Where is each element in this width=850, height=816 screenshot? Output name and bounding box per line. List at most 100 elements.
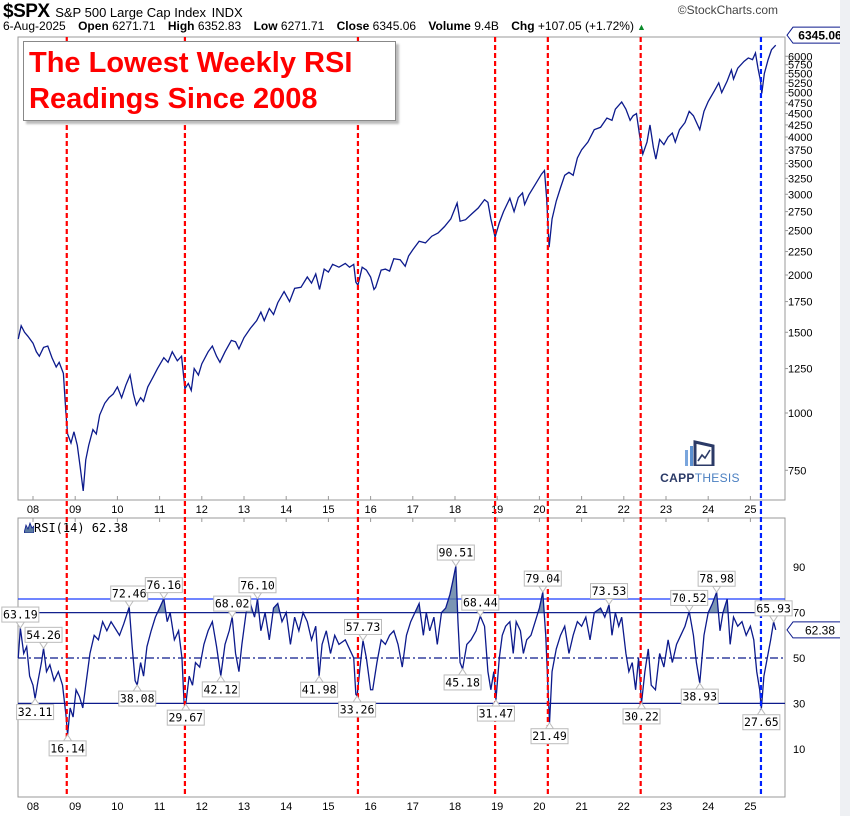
rsi-value-label: 33.26 <box>338 695 377 718</box>
rsi-tick-label: 70 <box>793 608 805 620</box>
label-text: 30.22 <box>624 709 659 723</box>
label-box <box>300 681 339 698</box>
label-box <box>443 674 482 691</box>
capp-thesis-logo: CAPPTHESIS <box>655 440 745 485</box>
year-label: 11 <box>154 504 165 516</box>
rsi-value-label: 41.98 <box>300 675 339 698</box>
rsi-value-label: 72.46 <box>110 585 149 608</box>
year-label: 15 <box>322 504 334 516</box>
quote-line: 6-Aug-2025 Open 6271.71 High 6352.83 Low… <box>3 19 646 33</box>
label-text: 21.49 <box>532 729 567 743</box>
year-label: 19 <box>491 504 503 516</box>
label-box <box>754 600 793 617</box>
rsi-value-label: 16.14 <box>48 733 87 757</box>
year-label: 24 <box>702 801 714 813</box>
label-box <box>238 577 277 594</box>
label-box <box>476 705 515 722</box>
label-text: 45.18 <box>445 675 480 689</box>
volume-label: Volume <box>428 19 471 33</box>
label-box <box>670 589 709 606</box>
label-text: 27.65 <box>744 715 779 729</box>
year-label: 19 <box>491 801 503 813</box>
year-label: 25 <box>744 504 756 516</box>
label-box <box>436 544 475 561</box>
rsi-value-label: 78.98 <box>697 570 736 594</box>
year-label: 23 <box>660 504 672 516</box>
annotation-line-2: Readings Since 2008 <box>29 83 318 115</box>
rsi-last-value-text: 62.38 <box>805 623 835 637</box>
label-box <box>213 595 252 612</box>
year-label: 15 <box>322 801 334 813</box>
brand-link[interactable]: ©StockCharts.com <box>677 3 778 17</box>
price-tick-label: 4250 <box>788 120 812 132</box>
close-label: Close <box>336 19 370 33</box>
label-text: 90.51 <box>439 546 474 560</box>
rsi-value-label: 21.49 <box>530 721 569 745</box>
rsi-value-label: 27.65 <box>742 707 781 731</box>
year-label: 12 <box>196 504 208 516</box>
label-text: 68.02 <box>215 597 250 611</box>
label-text: 76.10 <box>240 578 275 592</box>
year-label: 13 <box>238 801 250 813</box>
high-label: High <box>167 19 195 33</box>
year-label: 22 <box>618 801 630 813</box>
quote-date: 6-Aug-2025 <box>3 19 66 33</box>
rsi-value-label: 45.18 <box>443 668 482 691</box>
price-last-value-text: 6345.06 <box>798 29 842 43</box>
label-text: 70.52 <box>672 591 707 605</box>
year-label: 20 <box>533 504 545 516</box>
price-last-value: 6345.06 <box>786 26 848 44</box>
price-tick-label: 4750 <box>788 98 812 110</box>
logo-text-1: CAPP <box>660 471 695 485</box>
label-text: 78.98 <box>699 572 734 586</box>
rsi-value-label: 29.67 <box>166 703 205 726</box>
label-box <box>680 688 719 705</box>
rsi-value-label: 54.26 <box>24 626 63 650</box>
price-tick-label: 2500 <box>788 226 812 238</box>
label-text: 33.26 <box>340 702 375 716</box>
rsi-tick-label: 50 <box>793 653 805 665</box>
label-box <box>48 740 87 757</box>
year-label: 17 <box>407 504 419 516</box>
open-label: Open <box>78 19 109 33</box>
label-text: 16.14 <box>50 741 85 755</box>
label-text: 68.44 <box>463 596 498 610</box>
rsi-value-label: 68.02 <box>213 595 252 618</box>
rsi-title: RSI(14) 62.38 <box>34 521 128 535</box>
year-label: 21 <box>575 801 587 813</box>
label-box <box>590 583 629 600</box>
logo-text-2: THESIS <box>694 471 740 485</box>
year-label: 10 <box>111 504 123 516</box>
label-text: 38.93 <box>682 690 717 704</box>
indicator-icon <box>23 521 35 534</box>
label-text: 76.16 <box>147 578 182 592</box>
rsi-value-label: 70.52 <box>670 589 709 613</box>
year-label: 14 <box>280 801 292 813</box>
price-tick-label: 3750 <box>788 145 812 157</box>
label-box <box>201 681 240 698</box>
page-scrollbar[interactable] <box>840 0 850 816</box>
label-box <box>166 709 205 726</box>
low-value: 6271.71 <box>280 19 325 33</box>
label-text: 42.12 <box>203 682 238 696</box>
price-tick-label: 3500 <box>788 159 812 171</box>
year-label: 16 <box>364 801 376 813</box>
low-label: Low <box>253 19 278 33</box>
label-box <box>530 728 569 745</box>
label-box <box>742 714 781 731</box>
volume-value: 9.4B <box>474 19 499 33</box>
price-tick-label: 1000 <box>788 408 812 420</box>
label-box <box>344 618 383 635</box>
year-label: 11 <box>154 801 165 813</box>
year-label: 09 <box>69 801 81 813</box>
high-value: 6352.83 <box>197 19 242 33</box>
price-line <box>17 44 777 492</box>
label-box <box>144 577 183 594</box>
price-tick-label: 4500 <box>788 109 812 121</box>
rsi-value-label: 31.47 <box>476 699 515 722</box>
symbol-name: S&P 500 Large Cap Index <box>55 5 207 20</box>
rsi-value-label: 76.16 <box>144 577 183 600</box>
label-text: 57.73 <box>346 620 381 634</box>
year-label: 21 <box>575 504 587 516</box>
